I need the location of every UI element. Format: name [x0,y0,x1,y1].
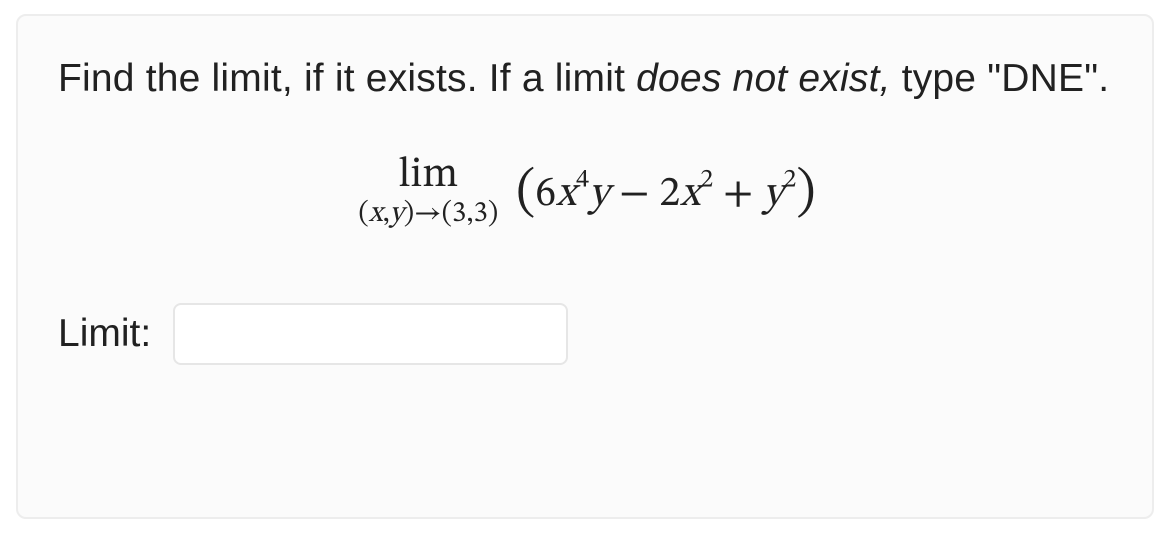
term2-exp: 2 [700,167,713,193]
sub-arrow: → [414,199,442,228]
term1-y: y [589,173,609,215]
sub-comma: , [383,199,390,228]
term1-exp1: 4 [576,167,589,193]
answer-row: Limit: [58,303,1116,365]
sub-y: y [390,199,404,228]
question-prompt: Find the limit, if it exists. If a limit… [58,50,1116,109]
term1-x: x [556,173,576,215]
question-card: Find the limit, if it exists. If a limit… [16,14,1154,519]
prompt-text-1: Find the limit, if it exists. If a limit [58,57,636,100]
limit-expression-body: (6x4y − 2x2 + y2) [516,164,816,218]
lim-label: lim [358,153,498,197]
term2-x: x [680,173,700,215]
prompt-text-2: type "DNE". [891,57,1110,100]
sub-lparen: ( [358,199,368,228]
minus: − [609,173,659,215]
term1-coeff: 6 [535,173,556,215]
sub-target: (3,3) [442,199,499,228]
sub-rparen: ) [404,199,414,228]
term2-coeff: 2 [659,173,680,215]
term3-exp: 2 [783,167,796,193]
open-paren: ( [516,166,535,220]
lim-subscript: (x,y)→(3,3) [358,199,498,229]
limit-operator: lim (x,y)→(3,3) [358,153,498,230]
prompt-italic: does not exist, [636,57,890,100]
answer-label: Limit: [58,312,151,356]
close-paren: ) [796,166,815,220]
sub-x: x [369,199,383,228]
math-expression: lim (x,y)→(3,3) (6x4y − 2x2 + y2) [58,153,1116,230]
term3-y: y [763,173,783,215]
limit-answer-input[interactable] [173,303,568,365]
plus: + [713,173,763,215]
